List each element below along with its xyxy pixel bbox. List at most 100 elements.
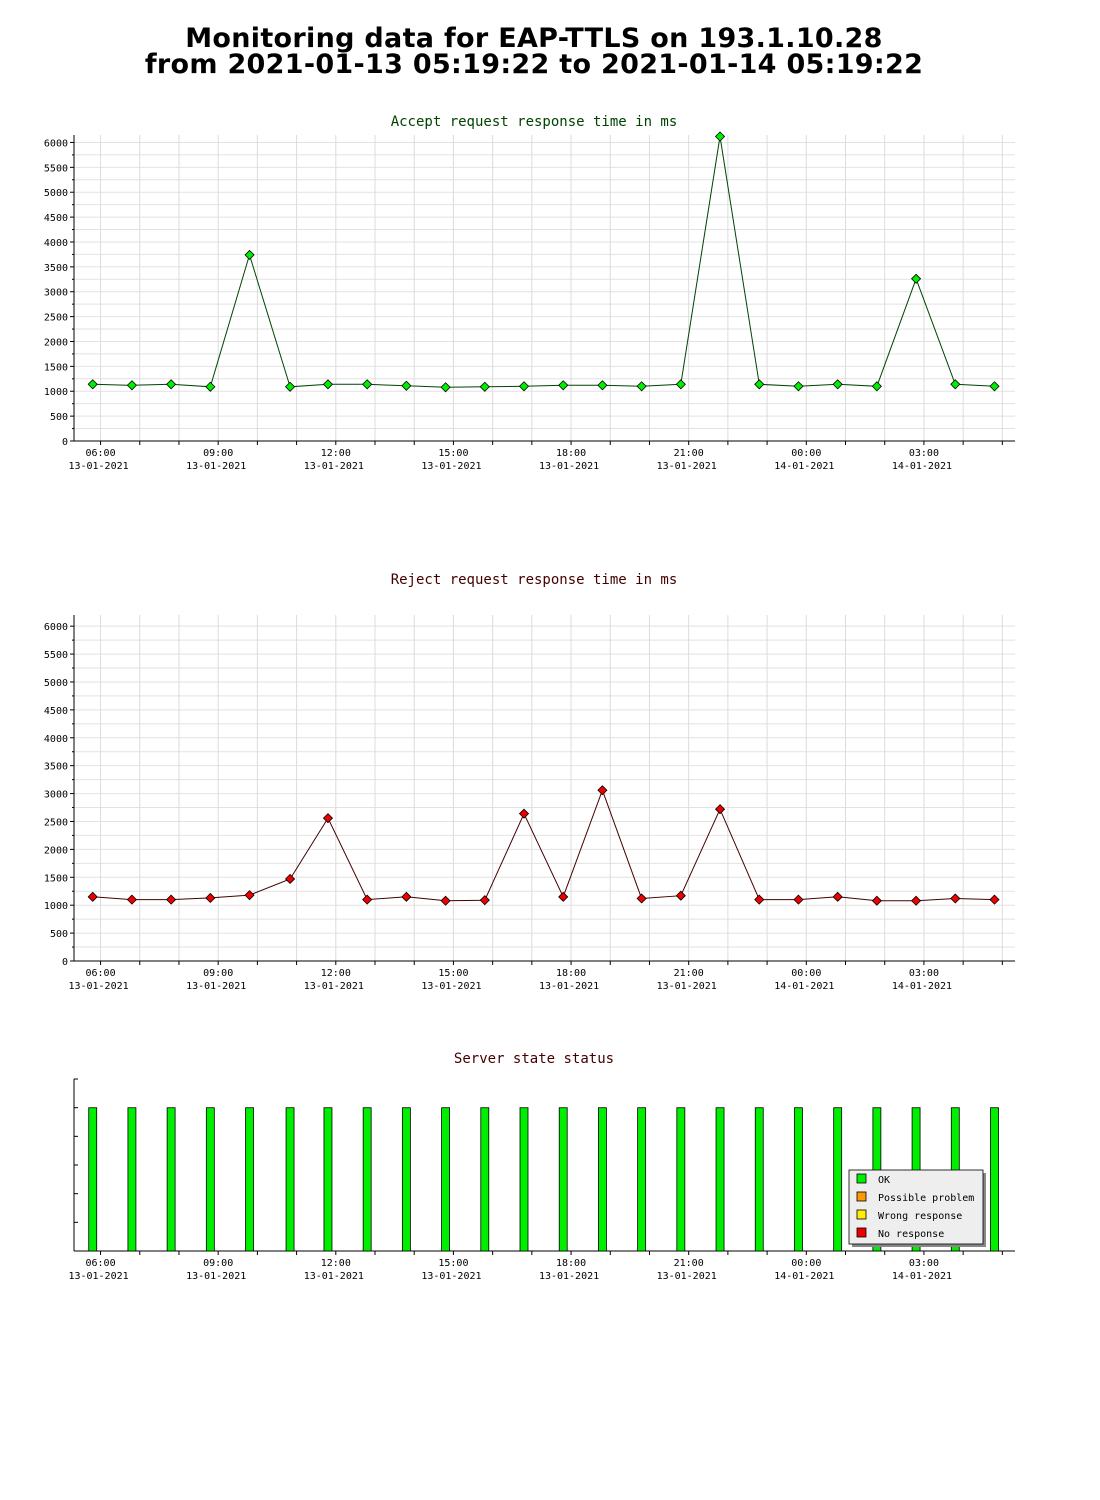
chart2-x-tick-date: 14-01-2021: [774, 981, 834, 992]
chart2-data-point: [714, 804, 726, 815]
chart3-status-bar: [245, 1107, 254, 1252]
chart2-x-tick-date: 13-01-2021: [186, 981, 246, 992]
chart1-data-point: [479, 381, 490, 392]
chart3-status-bar: [166, 1107, 176, 1252]
chart1-data-point: [126, 380, 137, 391]
chart3-x-tick-date: 14-01-2021: [892, 1271, 952, 1282]
chart1-x-tick-time: 00:00: [791, 448, 821, 459]
chart3-status-bar: [323, 1107, 333, 1252]
chart1-y-tick-label: 0: [62, 437, 68, 448]
chart1-data-point: [205, 381, 216, 392]
chart1-y-tick-label: 2500: [44, 313, 68, 324]
chart1-data-point: [322, 379, 334, 390]
chart1-data-point: [714, 131, 726, 142]
chart1-data-point: [284, 381, 296, 392]
chart2-y-tick-label: 1500: [44, 873, 68, 884]
chart2-y-tick-label: 500: [50, 929, 68, 940]
chart1-data-point: [401, 380, 412, 391]
chart1-x-tick-date: 13-01-2021: [68, 461, 128, 472]
chart1-x-tick-time: 06:00: [85, 448, 115, 459]
chart2-data-point: [87, 891, 98, 902]
chart2-y-tick-label: 4500: [44, 706, 68, 717]
chart3-status-bar: [401, 1107, 411, 1252]
chart1-data-point: [597, 380, 608, 391]
chart1-y-tick-label: 500: [50, 412, 68, 423]
chart3-x-tick-date: 13-01-2021: [539, 1271, 599, 1282]
chart2-x-tick-date: 13-01-2021: [539, 981, 599, 992]
chart3-x-tick-time: 06:00: [85, 1258, 115, 1269]
chart3-x-tick-time: 12:00: [321, 1258, 351, 1269]
chart2-data-point: [205, 892, 216, 904]
chart2-data-point: [322, 813, 334, 824]
chart2-data-point: [440, 895, 451, 906]
chart3-status-bar: [441, 1107, 450, 1252]
chart3-x-tick-date: 13-01-2021: [304, 1271, 364, 1282]
legend-label: Wrong response: [878, 1211, 962, 1222]
chart1-y-tick-label: 3000: [44, 288, 68, 299]
chart3-status-bar: [754, 1107, 764, 1252]
chart2-x-tick-date: 13-01-2021: [68, 981, 128, 992]
chart3-x-tick-date: 14-01-2021: [774, 1271, 834, 1282]
chart2-x-tick-time: 15:00: [438, 968, 468, 979]
chart3-status-bar: [519, 1107, 529, 1252]
chart3-status-bar: [794, 1107, 803, 1252]
chart1-y-tick-label: 4500: [44, 213, 68, 224]
page-title: Monitoring data for EAP-TTLS on 193.1.10…: [0, 25, 1068, 80]
chart2-data-point: [793, 894, 804, 905]
chart2-data-point: [479, 895, 490, 906]
legend-box: [848, 1169, 984, 1245]
chart2-y-tick-label: 1000: [44, 901, 68, 912]
chart3-status-bar: [598, 1107, 607, 1252]
chart2-data-point: [754, 894, 765, 905]
chart1-x-tick-time: 18:00: [556, 448, 586, 459]
chart1-data-point: [518, 381, 530, 392]
legend-label: No response: [878, 1229, 944, 1240]
chart1-x-tick-date: 14-01-2021: [774, 461, 834, 472]
chart3-status-bar: [676, 1107, 686, 1252]
chart1-x-tick-time: 09:00: [203, 448, 233, 459]
chart1-x-tick-date: 13-01-2021: [657, 461, 717, 472]
chart2-series-line: [92, 788, 995, 902]
chart2-x-tick-time: 09:00: [203, 968, 233, 979]
legend-swatch: [856, 1209, 867, 1220]
chart1-data-point: [636, 381, 647, 392]
chart2-x-tick-date: 14-01-2021: [892, 981, 952, 992]
chart1-x-tick-date: 13-01-2021: [421, 461, 481, 472]
chart2-data-point: [284, 873, 296, 885]
chart2-x-tick-date: 13-01-2021: [304, 981, 364, 992]
chart1-x-tick-time: 21:00: [674, 448, 704, 459]
chart2-x-tick-time: 03:00: [909, 968, 939, 979]
chart2-x-tick-time: 00:00: [791, 968, 821, 979]
chart3-status-bar: [558, 1107, 568, 1252]
legend-swatch: [856, 1191, 867, 1202]
chart1-y-tick-label: 5500: [44, 163, 68, 174]
chart2-y-tick-label: 5000: [44, 678, 68, 689]
chart3-status-bar: [127, 1107, 137, 1252]
chart1-x-tick-time: 12:00: [321, 448, 351, 459]
chart2-data-point: [362, 894, 373, 905]
chart2-x-tick-time: 18:00: [556, 968, 586, 979]
chart1-x-tick-date: 14-01-2021: [892, 461, 952, 472]
chart2-y-tick-label: 2000: [44, 845, 68, 856]
chart3-status-bar: [285, 1107, 295, 1252]
chart1-data-point: [440, 382, 451, 393]
chart2-x-tick-time: 06:00: [85, 968, 115, 979]
page-title-line2: from 2021-01-13 05:19:22 to 2021-01-14 0…: [144, 49, 924, 80]
chart2-y-tick-label: 3000: [44, 790, 68, 801]
chart1-data-point: [871, 381, 882, 392]
chart1-y-tick-label: 5000: [44, 188, 68, 199]
chart3-title: Server state status: [454, 1051, 614, 1067]
chart2-data-point: [636, 893, 647, 904]
chart3-x-tick-time: 03:00: [909, 1258, 939, 1269]
chart1-data-point: [832, 379, 843, 390]
chart1-title: Accept request response time in ms: [391, 114, 678, 130]
chart1-x-tick-date: 13-01-2021: [539, 461, 599, 472]
chart2-title: Reject request response time in ms: [391, 572, 678, 588]
chart2-data-point: [950, 893, 961, 904]
chart3-status-bar: [715, 1107, 725, 1252]
legend-label: Possible problem: [878, 1193, 974, 1204]
chart1-y-tick-label: 1000: [44, 387, 68, 398]
chart3-x-tick-time: 15:00: [438, 1258, 468, 1269]
chart3-status-bar: [833, 1107, 843, 1252]
chart3-x-tick-time: 00:00: [791, 1258, 821, 1269]
